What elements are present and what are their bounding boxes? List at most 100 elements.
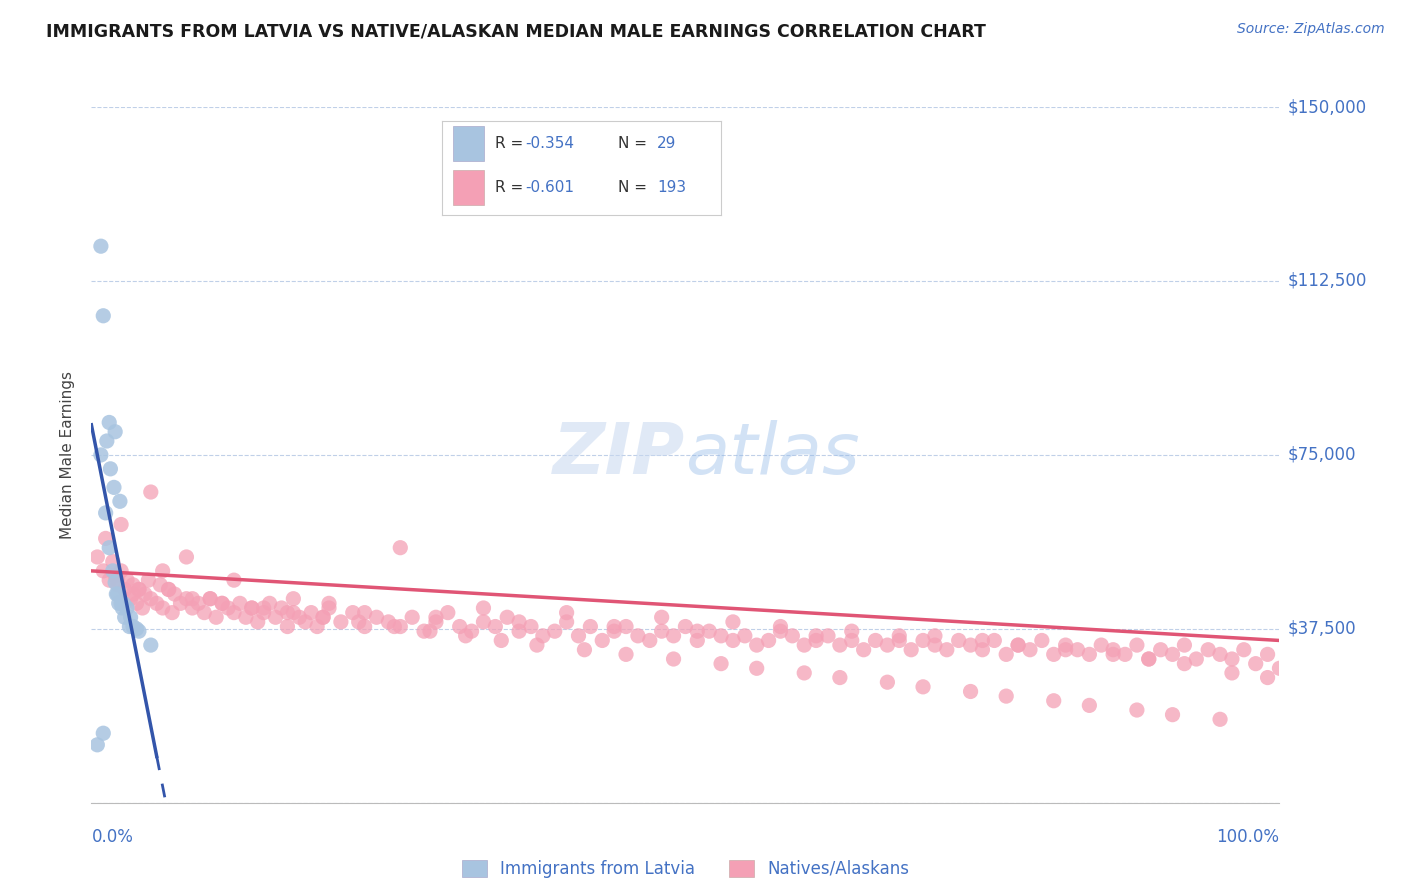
- Point: [181, 591, 204, 606]
- Point: [91, 309, 114, 323]
- Point: [94, 506, 117, 520]
- Text: IMMIGRANTS FROM LATVIA VS NATIVE/ALASKAN MEDIAN MALE EARNINGS CORRELATION CHART: IMMIGRANTS FROM LATVIA VS NATIVE/ALASKAN…: [46, 22, 986, 40]
- Point: [935, 642, 957, 657]
- Point: [1019, 642, 1042, 657]
- Point: [1078, 698, 1101, 713]
- Point: [710, 657, 733, 671]
- Point: [828, 671, 851, 685]
- Point: [157, 582, 180, 597]
- Point: [889, 629, 911, 643]
- Point: [1268, 661, 1291, 675]
- Point: [567, 629, 589, 643]
- Point: [91, 726, 114, 740]
- Point: [627, 629, 650, 643]
- Point: [900, 642, 922, 657]
- Point: [222, 573, 245, 587]
- Point: [911, 633, 934, 648]
- Point: [662, 652, 685, 666]
- Point: [460, 624, 482, 639]
- Text: $112,500: $112,500: [1288, 272, 1367, 290]
- Point: [484, 619, 506, 633]
- Point: [389, 619, 412, 633]
- Point: [90, 239, 112, 253]
- Point: [745, 638, 768, 652]
- Point: [217, 601, 239, 615]
- Point: [139, 591, 162, 606]
- Point: [782, 629, 804, 643]
- Point: [1114, 648, 1136, 662]
- Point: [270, 601, 292, 615]
- Point: [436, 606, 458, 620]
- Point: [139, 638, 162, 652]
- Point: [149, 578, 172, 592]
- Point: [520, 619, 543, 633]
- Point: [139, 485, 162, 500]
- Point: [382, 619, 405, 633]
- Text: $75,000: $75,000: [1288, 446, 1357, 464]
- Point: [187, 596, 209, 610]
- Point: [449, 619, 471, 633]
- Point: [769, 619, 792, 633]
- Point: [817, 629, 839, 643]
- Point: [90, 448, 112, 462]
- Text: 0.0%: 0.0%: [91, 828, 134, 846]
- Point: [1078, 648, 1101, 662]
- Point: [603, 624, 626, 639]
- Point: [1220, 652, 1243, 666]
- Point: [294, 615, 316, 629]
- Point: [841, 624, 863, 639]
- Point: [852, 642, 875, 657]
- Point: [259, 596, 281, 610]
- Point: [793, 665, 815, 680]
- Point: [253, 601, 276, 615]
- Point: [114, 582, 136, 597]
- Point: [283, 591, 305, 606]
- Point: [131, 601, 153, 615]
- Point: [1197, 642, 1219, 657]
- Point: [1149, 642, 1171, 657]
- Point: [115, 573, 138, 587]
- Point: [1173, 638, 1195, 652]
- Point: [104, 425, 127, 439]
- Point: [110, 596, 132, 610]
- Point: [107, 587, 129, 601]
- Point: [112, 596, 135, 610]
- Point: [614, 619, 637, 633]
- Point: [253, 606, 276, 620]
- Point: [1042, 648, 1064, 662]
- Point: [200, 591, 222, 606]
- Point: [574, 642, 596, 657]
- Point: [120, 591, 142, 606]
- Point: [1126, 703, 1149, 717]
- Point: [389, 541, 412, 555]
- Point: [276, 606, 298, 620]
- Point: [347, 615, 370, 629]
- Point: [240, 601, 263, 615]
- Point: [235, 610, 257, 624]
- Point: [924, 638, 946, 652]
- Point: [454, 629, 477, 643]
- Point: [841, 633, 863, 648]
- Text: atlas: atlas: [685, 420, 860, 490]
- Text: 100.0%: 100.0%: [1216, 828, 1279, 846]
- Point: [283, 606, 305, 620]
- Point: [1173, 657, 1195, 671]
- Legend: Immigrants from Latvia, Natives/Alaskans: Immigrants from Latvia, Natives/Alaskans: [456, 853, 915, 884]
- Point: [103, 480, 125, 494]
- Point: [377, 615, 399, 629]
- Point: [686, 624, 709, 639]
- Point: [1233, 642, 1256, 657]
- Point: [959, 638, 981, 652]
- Point: [120, 610, 142, 624]
- Point: [342, 606, 364, 620]
- Point: [828, 638, 851, 652]
- Point: [591, 633, 613, 648]
- Point: [1102, 642, 1125, 657]
- Point: [110, 564, 132, 578]
- Point: [579, 619, 602, 633]
- Point: [96, 434, 118, 448]
- Point: [758, 633, 780, 648]
- Point: [544, 624, 567, 639]
- Point: [1209, 712, 1232, 726]
- Point: [876, 675, 898, 690]
